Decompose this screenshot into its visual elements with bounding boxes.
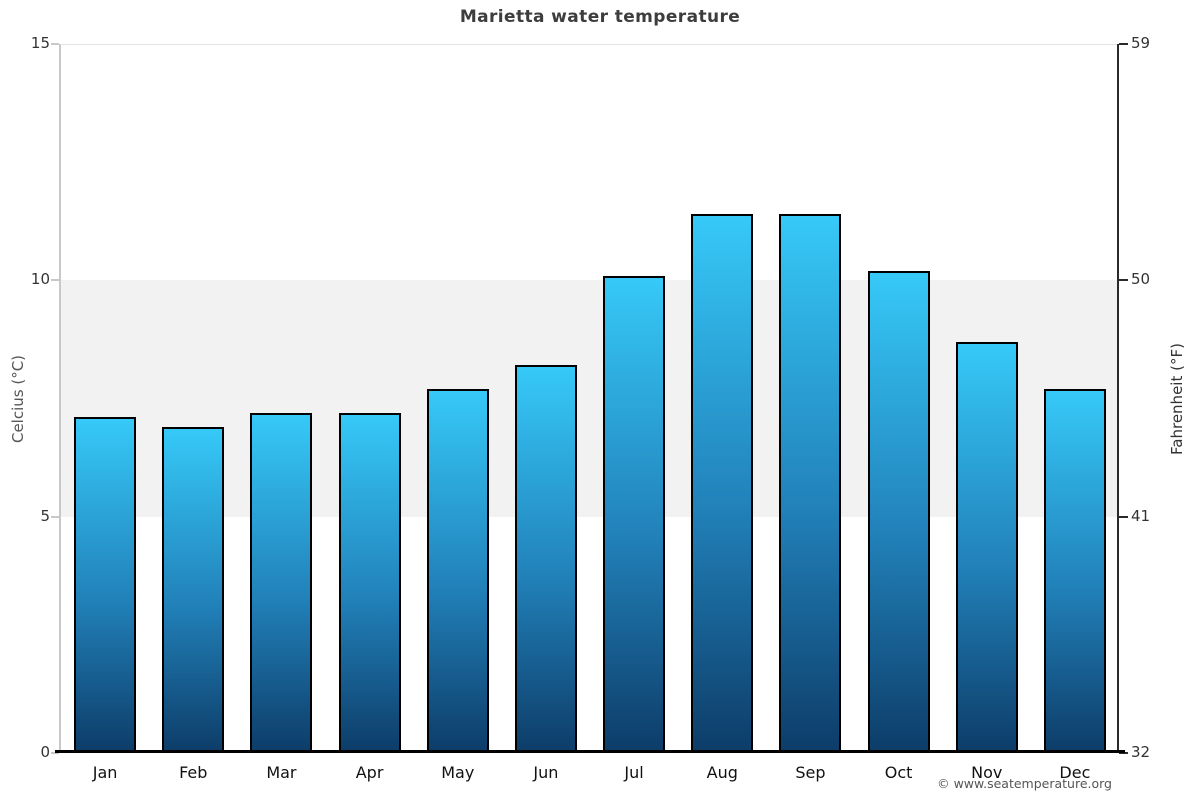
bar-aug (691, 214, 754, 753)
y-tick-right-41 (1119, 515, 1128, 518)
x-tick-label-jun: Jun (533, 763, 559, 782)
x-tick-label-aug: Aug (706, 763, 738, 782)
y-tick-left-0 (51, 752, 59, 754)
y-tick-label-celsius-0: 0 (40, 743, 50, 761)
bar-may (426, 389, 489, 753)
bar-sep (779, 214, 842, 753)
y-tick-label-celsius-5: 5 (40, 506, 50, 525)
x-tick-label-sep: Sep (795, 763, 826, 782)
bar-oct (867, 270, 930, 753)
y-axis-line-left (59, 44, 61, 753)
highlight-band (61, 280, 1119, 517)
plot-area: Jan Feb Mar Apr May Jun Jul Aug Sep Oct Nov Dec 15 59… (31, 34, 1150, 782)
y-tick-right-59 (1119, 43, 1128, 45)
x-tick-label-may: May (441, 763, 475, 782)
plot-top-border (61, 44, 1119, 45)
bar-mar (250, 412, 313, 753)
y-tick-label-fahrenheit-59: 59 (1131, 34, 1151, 52)
x-tick-label-feb: Feb (179, 763, 208, 782)
y-axis-label-celsius: Celcius (°C) (9, 354, 27, 444)
y-tick-label-celsius-15: 15 (30, 34, 50, 52)
y-axis-line-right (1117, 44, 1119, 753)
y-tick-left-15 (51, 43, 59, 45)
bar-apr (338, 412, 401, 753)
x-tick-label-mar: Mar (266, 763, 297, 782)
bar-nov (955, 341, 1018, 753)
y-tick-label-fahrenheit-32: 32 (1131, 743, 1151, 761)
bar-jan (74, 417, 137, 753)
copyright-watermark: © www.seatemperature.org (937, 776, 1112, 791)
y-tick-label-celsius-10: 10 (30, 270, 50, 289)
y-tick-label-fahrenheit-50: 50 (1131, 270, 1151, 289)
bar-jul (603, 275, 666, 753)
bar-dec (1043, 389, 1106, 753)
y-axis-label-fahrenheit: Fahrenheit (°F) (1168, 343, 1186, 455)
y-tick-left-10 (51, 279, 59, 282)
y-tick-right-50 (1119, 279, 1128, 282)
x-tick-label-dec: Dec (1059, 763, 1091, 782)
x-tick-label-oct: Oct (884, 763, 913, 782)
x-axis-line (55, 750, 1125, 753)
x-tick-label-apr: Apr (355, 763, 384, 782)
y-tick-right-32 (1119, 752, 1128, 754)
y-tick-label-fahrenheit-41: 41 (1131, 506, 1151, 525)
x-tick-label-jul: Jul (624, 763, 644, 782)
bar-jun (514, 365, 577, 753)
chart-title: Marietta water temperature (459, 7, 741, 27)
y-tick-left-5 (51, 515, 59, 518)
x-tick-label-jan: Jan (92, 763, 118, 782)
bar-feb (162, 426, 225, 753)
x-tick-label-nov: Nov (971, 763, 1003, 782)
